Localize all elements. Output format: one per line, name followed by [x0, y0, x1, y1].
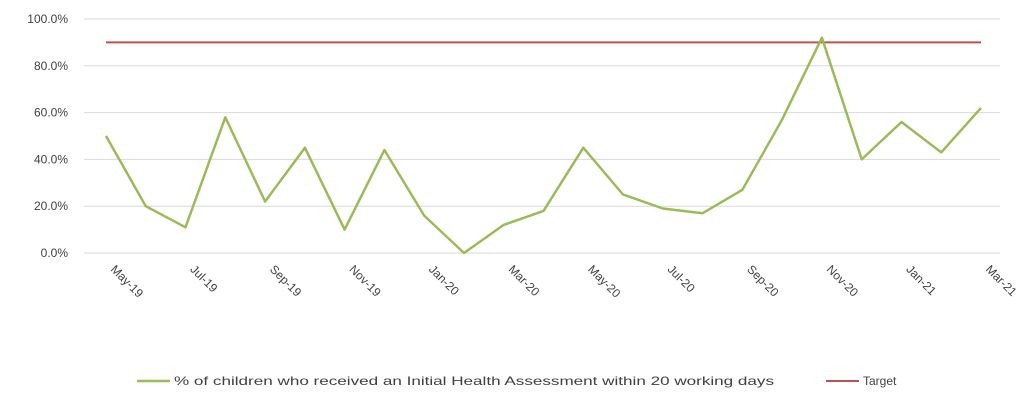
legend-label-series-1: Target: [863, 374, 897, 388]
x-axis-tick-labels: May-19 Jul-19 Sep-19 Nov-19 Jan-20 Mar-20 May-…: [108, 262, 1020, 300]
gridlines: [84, 18, 1000, 254]
y-axis-tick-labels: 0.0% 20.0% 40.0% 60.0% 80.0% 100.0%: [27, 12, 68, 260]
y-tick-label: 40.0%: [34, 152, 68, 166]
legend: % of children who received an Initial He…: [137, 374, 897, 388]
x-tick-label: Jan-21: [903, 262, 939, 298]
series-line-0: [104, 36, 982, 255]
y-tick-label: 80.0%: [34, 59, 68, 73]
y-tick-label: 100.0%: [27, 12, 68, 26]
y-tick-label: 20.0%: [34, 199, 68, 213]
legend-label-series-0: % of children who received an Initial He…: [174, 374, 774, 388]
x-tick-label: Sep-20: [744, 262, 781, 299]
x-tick-label: Sep-19: [267, 262, 304, 299]
x-tick-label: Mar-20: [506, 262, 543, 299]
x-tick-label: Jan-20: [426, 262, 462, 298]
y-tick-label: 0.0%: [41, 246, 69, 260]
series-lines: [104, 36, 982, 255]
x-tick-label: May-19: [108, 262, 146, 300]
x-tick-label: Jul-20: [665, 262, 698, 295]
x-tick-label: May-20: [585, 262, 623, 300]
y-tick-label: 60.0%: [34, 106, 68, 120]
x-tick-label: Mar-21: [983, 262, 1020, 299]
x-tick-label: Nov-20: [824, 262, 861, 299]
x-tick-label: Jul-19: [187, 262, 220, 295]
x-tick-label: Nov-19: [347, 262, 384, 299]
